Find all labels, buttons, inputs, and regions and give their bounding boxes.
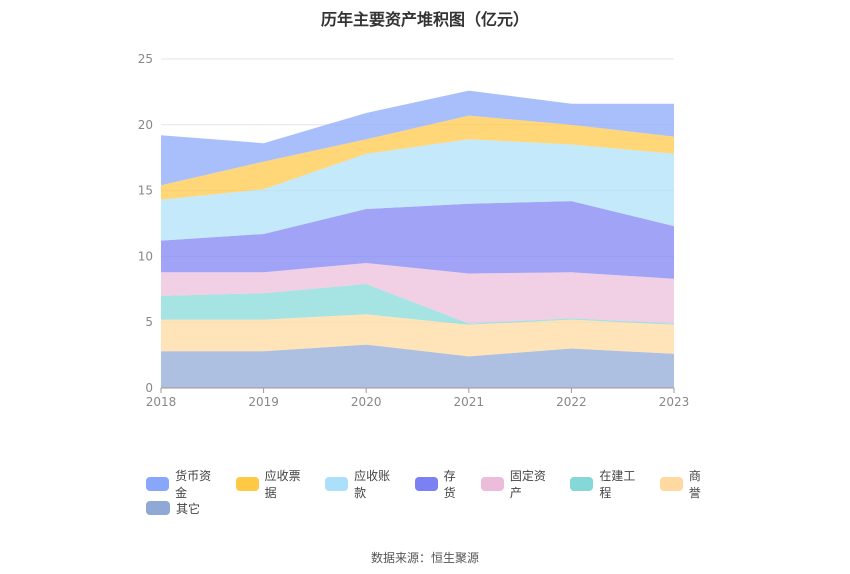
- legend-swatch: [481, 477, 504, 491]
- legend-item[interactable]: 货币资金: [146, 472, 222, 496]
- legend-item[interactable]: 应收账款: [325, 472, 401, 496]
- x-tick-label: 2023: [659, 395, 690, 409]
- legend-label: 应收账款: [354, 467, 400, 501]
- legend-label: 存货: [444, 467, 467, 501]
- legend-item[interactable]: 固定资产: [481, 472, 557, 496]
- legend-label: 在建工程: [599, 467, 645, 501]
- legend-label: 其它: [176, 500, 200, 517]
- legend-swatch: [146, 477, 169, 491]
- y-tick-label: 15: [138, 184, 153, 198]
- x-tick-label: 2019: [248, 395, 279, 409]
- legend-swatch: [660, 477, 683, 491]
- y-tick-label: 25: [138, 52, 153, 66]
- y-tick-label: 5: [145, 315, 153, 329]
- legend-item[interactable]: 存货: [415, 472, 467, 496]
- legend-swatch: [325, 477, 348, 491]
- data-source: 数据来源：恒生聚源: [0, 549, 850, 566]
- area-series: [161, 91, 674, 388]
- legend-swatch: [236, 477, 259, 491]
- x-tick-label: 2018: [146, 395, 177, 409]
- legend-row-1: 货币资金 应收票据 应收账款 存货 固定资产 在建工程 商誉: [146, 472, 726, 496]
- legend-item[interactable]: 商誉: [660, 472, 712, 496]
- legend-item[interactable]: 应收票据: [236, 472, 312, 496]
- legend-item[interactable]: 在建工程: [570, 472, 646, 496]
- x-tick-label: 2021: [454, 395, 485, 409]
- x-tick-label: 2022: [556, 395, 587, 409]
- y-tick-label: 0: [145, 381, 153, 395]
- legend-swatch: [415, 477, 438, 491]
- legend-item[interactable]: 其它: [146, 496, 200, 520]
- legend-label: 商誉: [689, 467, 712, 501]
- legend-label: 固定资产: [510, 467, 556, 501]
- y-tick-label: 10: [138, 249, 153, 263]
- legend: 货币资金 应收票据 应收账款 存货 固定资产 在建工程 商誉 其它: [146, 472, 726, 520]
- legend-swatch: [570, 477, 593, 491]
- x-tick-label: 2020: [351, 395, 382, 409]
- y-tick-label: 20: [138, 118, 153, 132]
- legend-swatch: [146, 501, 170, 515]
- legend-label: 应收票据: [265, 467, 311, 501]
